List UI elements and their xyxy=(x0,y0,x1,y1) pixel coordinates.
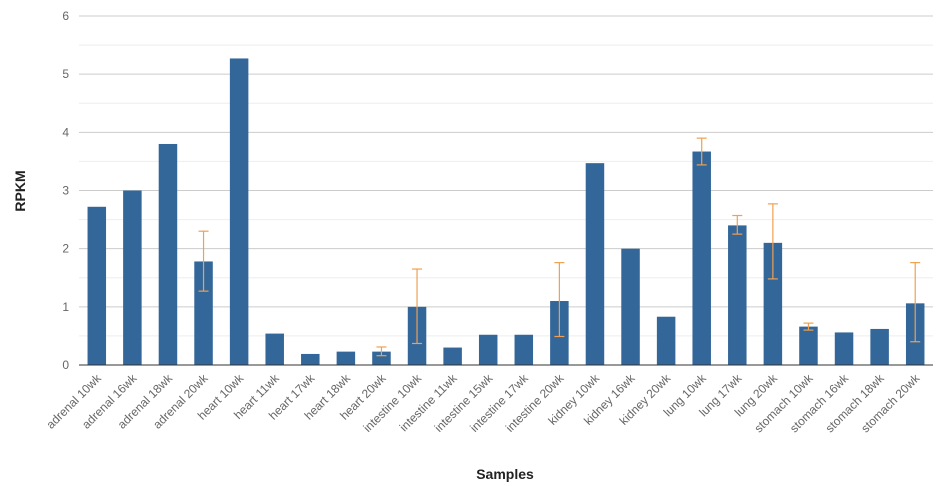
bar[interactable] xyxy=(585,163,605,365)
bar[interactable] xyxy=(265,333,284,365)
error-bars xyxy=(198,137,921,357)
bar[interactable] xyxy=(763,242,783,365)
y-tick-label: 4 xyxy=(62,125,69,139)
bar[interactable] xyxy=(834,332,854,365)
y-tick-label: 5 xyxy=(62,67,69,81)
bar[interactable] xyxy=(621,248,640,365)
y-tick-label: 2 xyxy=(62,242,69,256)
bar[interactable] xyxy=(870,328,889,365)
bar[interactable] xyxy=(372,351,391,365)
x-axis-title: Samples xyxy=(476,466,534,482)
bar[interactable] xyxy=(728,225,747,365)
bar[interactable] xyxy=(301,353,320,365)
bar[interactable] xyxy=(799,326,818,365)
bar[interactable] xyxy=(229,58,249,365)
grid-lines xyxy=(79,15,933,337)
bar[interactable] xyxy=(692,151,711,365)
bar[interactable] xyxy=(443,347,462,365)
y-tick-label: 1 xyxy=(62,300,69,314)
bar[interactable] xyxy=(514,334,534,365)
y-tick-label: 3 xyxy=(62,184,69,198)
bar[interactable] xyxy=(478,334,498,365)
y-axis-title: RPKM xyxy=(12,170,28,211)
bars xyxy=(87,58,925,366)
bar[interactable] xyxy=(194,261,213,365)
bar[interactable] xyxy=(336,351,356,365)
bar[interactable] xyxy=(123,190,142,366)
y-tick-label: 0 xyxy=(62,358,69,372)
bar[interactable] xyxy=(87,206,107,365)
y-tick-labels: 0 1 2 3 4 5 6 xyxy=(62,9,69,372)
y-tick-label: 6 xyxy=(62,9,69,23)
bar[interactable] xyxy=(656,316,676,365)
bar[interactable] xyxy=(158,143,178,365)
